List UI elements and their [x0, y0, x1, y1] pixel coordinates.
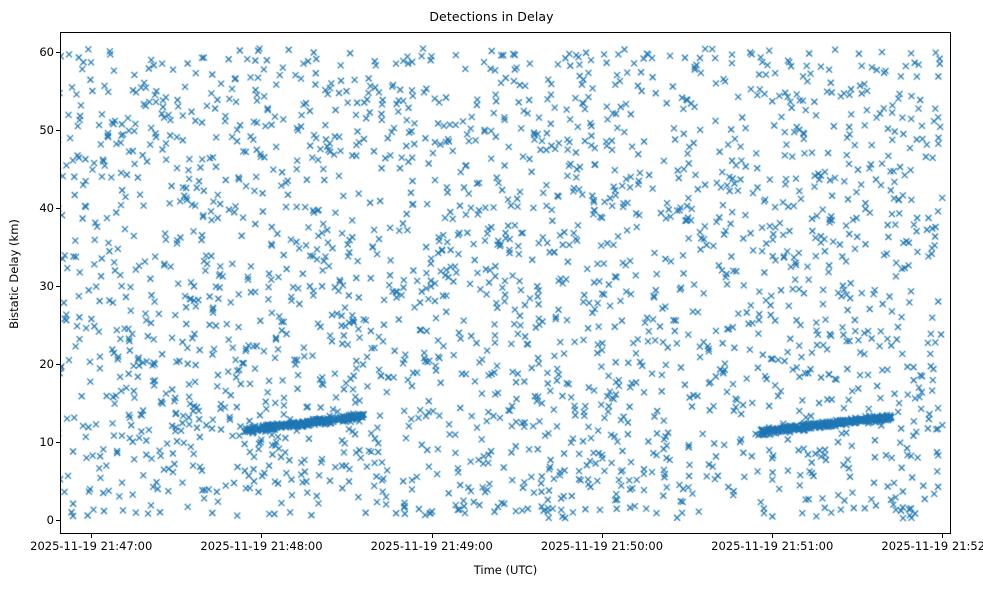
scatter-plot-canvas	[61, 33, 950, 533]
plot-area	[60, 32, 951, 534]
x-tick-mark	[942, 534, 944, 538]
x-tick-mark	[431, 534, 433, 538]
x-axis-label: Time (UTC)	[473, 563, 538, 577]
y-tick-label: 30	[39, 278, 54, 293]
x-tick-label: 2025-11-19 21:50:00	[540, 539, 664, 553]
y-tick-label: 0	[46, 512, 54, 527]
y-tick-mark	[56, 129, 60, 131]
y-axis-label: Bistatic Delay (km)	[7, 219, 21, 329]
page-title: Detections in Delay	[429, 9, 554, 24]
x-tick-label: 2025-11-19 21:48:00	[200, 539, 323, 553]
x-tick-mark	[91, 534, 93, 538]
y-tick-label: 20	[39, 356, 54, 371]
y-tick-label: 10	[39, 434, 54, 449]
x-tick-mark	[772, 534, 774, 538]
y-tick-mark	[56, 441, 60, 443]
y-axis-tick-labels: 0 10 20 30 40 50 60	[0, 0, 54, 590]
y-tick-mark	[56, 285, 60, 287]
x-tick-label: 2025-11-19 21:49:00	[370, 539, 493, 553]
x-tick-mark	[261, 534, 263, 538]
x-tick-label: 2025-11-19 21:51:00	[711, 539, 834, 553]
y-tick-mark	[56, 51, 60, 53]
y-tick-mark	[56, 519, 60, 521]
y-tick-mark	[56, 363, 60, 365]
y-tick-label: 50	[39, 122, 54, 137]
x-tick-label: 2025-11-19 21:52:00	[881, 539, 983, 553]
x-tick-label: 2025-11-19 21:47:00	[30, 539, 153, 553]
y-tick-mark	[56, 207, 60, 209]
y-tick-label: 60	[39, 44, 54, 59]
y-tick-label: 40	[39, 200, 54, 215]
x-tick-mark	[601, 534, 603, 538]
